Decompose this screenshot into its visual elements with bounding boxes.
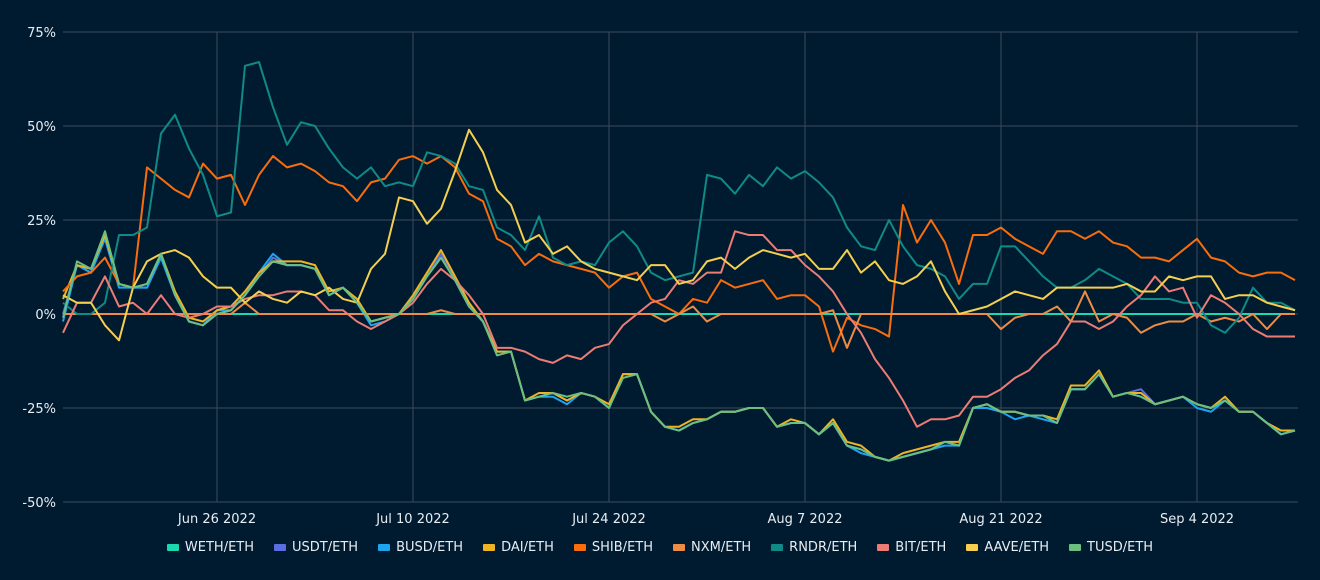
legend-swatch-icon — [166, 544, 179, 551]
legend-swatch-icon — [1069, 544, 1082, 551]
legend-item[interactable]: BUSD/ETH — [378, 540, 463, 555]
legend-label: DAI/ETH — [501, 540, 554, 555]
legend-swatch-icon — [966, 544, 979, 551]
y-tick-label: 75% — [27, 26, 56, 41]
legend-label: NXM/ETH — [691, 540, 752, 555]
x-tick-label: Sep 4 2022 — [1160, 512, 1234, 527]
x-tick-label: Aug 21 2022 — [959, 512, 1042, 527]
legend-swatch-icon — [483, 544, 496, 551]
x-tick-label: Jul 10 2022 — [375, 512, 450, 527]
legend-swatch-icon — [274, 544, 287, 551]
x-tick-label: Aug 7 2022 — [767, 512, 842, 527]
legend-swatch-icon — [378, 544, 391, 551]
legend-label: TUSD/ETH — [1087, 540, 1154, 555]
legend-swatch-icon — [877, 544, 890, 551]
legend-item[interactable]: TUSD/ETH — [1069, 540, 1153, 555]
y-tick-label: -25% — [22, 402, 56, 417]
grid — [63, 31, 1298, 503]
series-line-aave-eth — [62, 128, 1296, 342]
series-lines — [62, 61, 1296, 462]
x-axis: Jun 26 2022 Jul 10 2022 Jul 24 2022 Aug 7 2… — [177, 512, 1234, 527]
series-line-dai-eth — [62, 234, 1295, 462]
legend: WETH/ETH USDT/ETH BUSD/ETH DAI/ETH SHIB/ETH N… — [0, 540, 1320, 555]
x-tick-label: Jun 26 2022 — [177, 512, 256, 527]
legend-item[interactable]: WETH/ETH — [166, 540, 255, 555]
legend-swatch-icon — [573, 544, 586, 551]
y-tick-label: 0% — [35, 308, 56, 323]
y-tick-label: 25% — [27, 214, 56, 229]
series-line-nxm-eth — [63, 290, 1295, 349]
legend-label: BIT/ETH — [895, 540, 947, 555]
legend-label: WETH/ETH — [184, 540, 255, 555]
y-tick-label: -50% — [22, 496, 56, 511]
y-tick-label: 50% — [27, 120, 56, 135]
legend-item[interactable]: USDT/ETH — [274, 540, 358, 555]
legend-item[interactable]: BIT/ETH — [877, 540, 946, 555]
legend-item[interactable]: AAVE/ETH — [966, 540, 1049, 555]
series-line-tusd-eth — [62, 230, 1296, 462]
legend-item[interactable]: SHIB/ETH — [573, 540, 653, 555]
x-tick-label: Jul 24 2022 — [571, 512, 646, 527]
series-line-rndr-eth — [62, 61, 1296, 334]
series-line-bit-eth — [62, 230, 1295, 428]
y-axis: 75% 50% 25% 0% -25% -50% — [22, 26, 56, 511]
legend-label: RNDR/ETH — [789, 540, 858, 555]
legend-label: USDT/ETH — [292, 540, 359, 555]
legend-swatch-icon — [771, 544, 784, 551]
legend-label: AAVE/ETH — [984, 540, 1050, 555]
legend-item[interactable]: RNDR/ETH — [771, 540, 857, 555]
legend-label: BUSD/ETH — [396, 540, 464, 555]
legend-swatch-icon — [673, 544, 685, 551]
legend-item[interactable]: DAI/ETH — [483, 540, 554, 555]
legend-item[interactable]: NXM/ETH — [673, 540, 751, 555]
legend-label: SHIB/ETH — [591, 540, 653, 555]
